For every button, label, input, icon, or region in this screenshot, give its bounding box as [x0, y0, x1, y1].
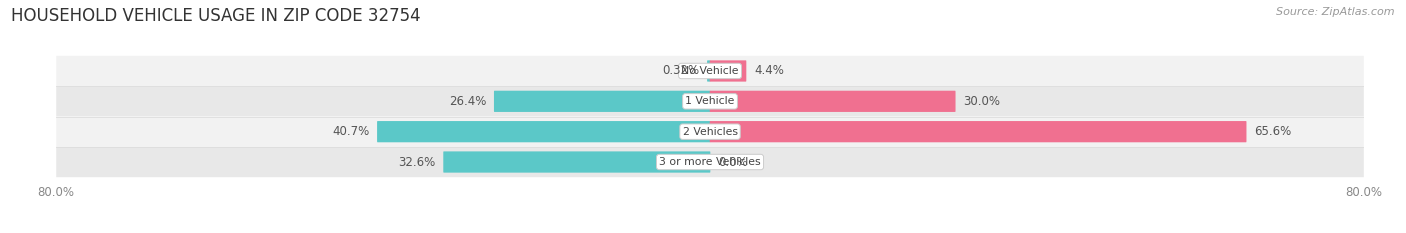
- Text: 3 or more Vehicles: 3 or more Vehicles: [659, 157, 761, 167]
- FancyBboxPatch shape: [710, 60, 747, 82]
- Text: 32.6%: 32.6%: [398, 155, 436, 168]
- FancyBboxPatch shape: [710, 91, 956, 112]
- FancyBboxPatch shape: [56, 147, 1364, 177]
- FancyBboxPatch shape: [494, 91, 710, 112]
- FancyBboxPatch shape: [443, 151, 710, 173]
- Text: HOUSEHOLD VEHICLE USAGE IN ZIP CODE 32754: HOUSEHOLD VEHICLE USAGE IN ZIP CODE 3275…: [11, 7, 420, 25]
- Text: 0.32%: 0.32%: [662, 65, 699, 78]
- Text: 1 Vehicle: 1 Vehicle: [685, 96, 735, 106]
- Text: 40.7%: 40.7%: [332, 125, 370, 138]
- Text: No Vehicle: No Vehicle: [682, 66, 738, 76]
- Text: Source: ZipAtlas.com: Source: ZipAtlas.com: [1277, 7, 1395, 17]
- FancyBboxPatch shape: [707, 60, 710, 82]
- Text: 0.0%: 0.0%: [718, 155, 748, 168]
- FancyBboxPatch shape: [377, 121, 710, 142]
- FancyBboxPatch shape: [56, 56, 1364, 86]
- Text: 65.6%: 65.6%: [1254, 125, 1292, 138]
- FancyBboxPatch shape: [56, 116, 1364, 147]
- FancyBboxPatch shape: [56, 86, 1364, 116]
- Text: 30.0%: 30.0%: [963, 95, 1001, 108]
- Text: 4.4%: 4.4%: [754, 65, 785, 78]
- Text: 26.4%: 26.4%: [449, 95, 486, 108]
- Text: 2 Vehicles: 2 Vehicles: [682, 127, 738, 137]
- FancyBboxPatch shape: [710, 121, 1247, 142]
